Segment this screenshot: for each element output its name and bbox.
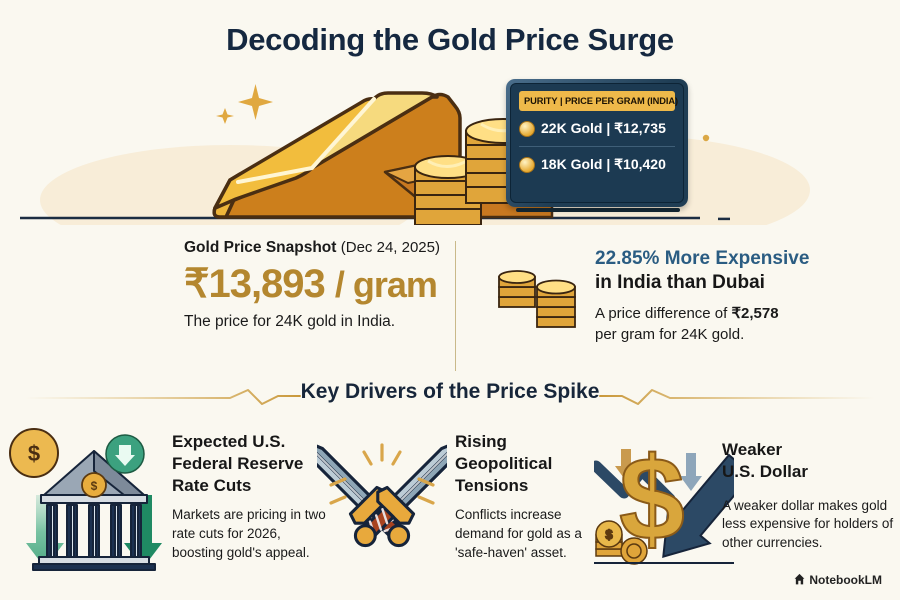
svg-text:$: $ xyxy=(91,479,98,493)
svg-text:$: $ xyxy=(605,527,613,542)
svg-text:$: $ xyxy=(28,441,40,466)
